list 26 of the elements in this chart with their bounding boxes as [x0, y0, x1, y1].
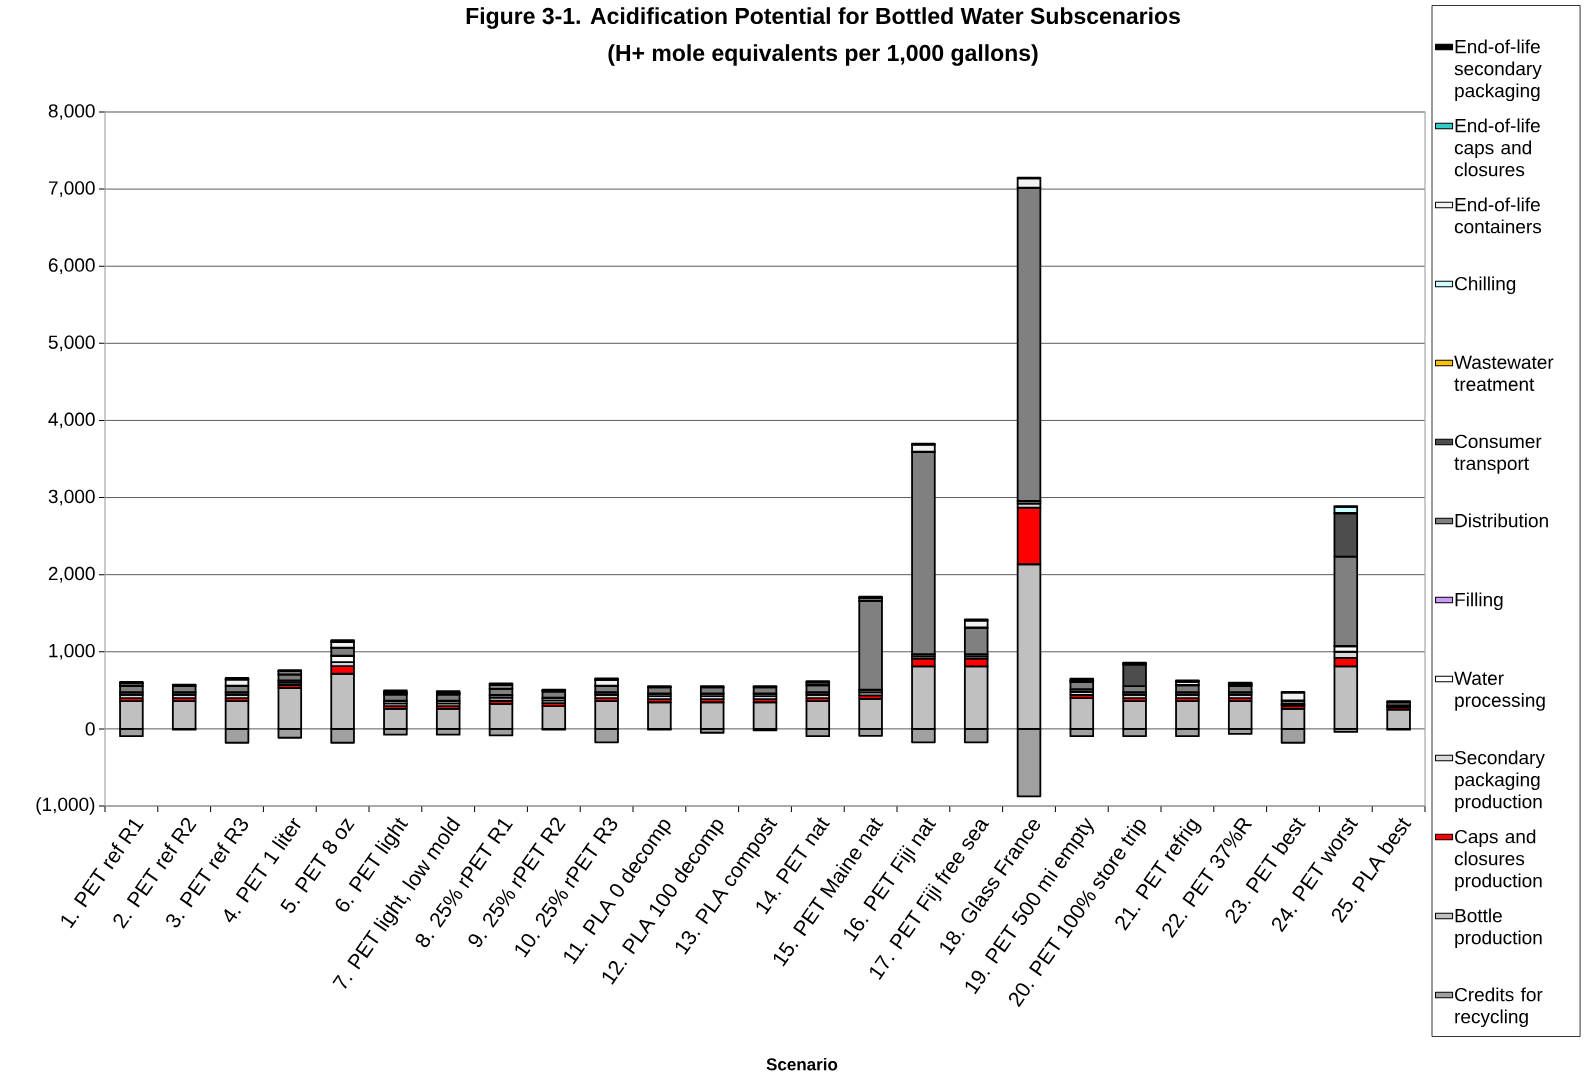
legend-label: Chilling [1455, 276, 1516, 295]
legend-label: Credits for recycling [1455, 987, 1543, 1028]
legend-label: Water processing [1454, 671, 1545, 711]
y-tick-label: 5,000 [48, 335, 95, 352]
legend-label: Filling [1455, 592, 1503, 611]
x-axis-title: Scenario [766, 1057, 838, 1071]
legend-label: End-of-life containers [1454, 197, 1542, 234]
y-tick-label: 6,000 [48, 258, 95, 275]
legend-label: Distribution [1455, 513, 1548, 528]
y-tick-label: 8,000 [48, 104, 95, 120]
y-tick-label: 7,000 [48, 181, 95, 197]
y-tick-label: 4,000 [48, 412, 95, 429]
legend-label: End-of-life caps and closures [1454, 118, 1540, 177]
legend-label: Secondary packaging production [1454, 750, 1545, 813]
y-tick-label: 1,000 [49, 643, 95, 660]
chart-title: Figure 3-1. Acidification Potential for Bottled Water Subscenarios [466, 7, 1180, 29]
y-tick-label: 3,000 [48, 489, 95, 506]
y-tick-label: 0 [85, 722, 95, 736]
chart-subtitle: (H+ mole equivalents per 1,000 gallons) [608, 44, 1038, 66]
legend-label: Consumer transport [1454, 434, 1542, 474]
legend-label: Wastewater treatment [1454, 355, 1554, 391]
y-tick-label: 2,000 [48, 566, 95, 583]
legend-label: Caps and closures production [1454, 829, 1542, 892]
y-tick-label: (1,000) [36, 797, 95, 815]
legend-label: Bottle production [1455, 908, 1542, 949]
legend-label: End-of-life secondary packaging [1454, 39, 1542, 102]
